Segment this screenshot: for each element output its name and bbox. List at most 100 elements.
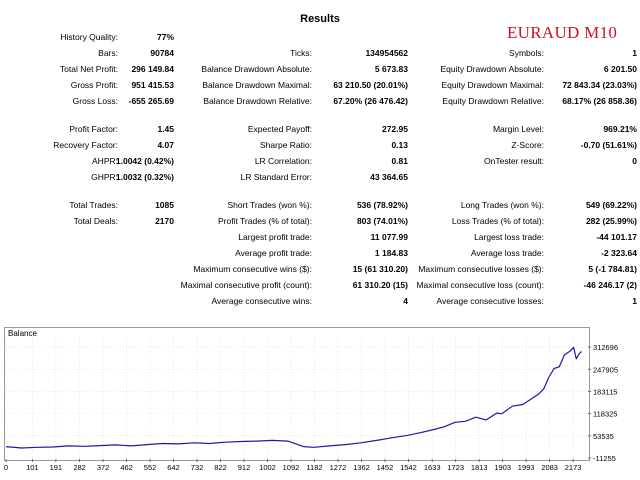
x-tick-label: 1903	[494, 463, 511, 472]
chart-title: Balance	[8, 329, 37, 338]
stat-label: AHPR:	[92, 156, 118, 166]
stat-label: Maximal consecutive profit (count):	[180, 280, 312, 290]
x-tick-label: 1362	[353, 463, 370, 472]
stat-label: OnTester result:	[484, 156, 544, 166]
stat-label: Average loss trade:	[470, 248, 544, 258]
stat-label: Balance Drawdown Absolute:	[201, 64, 312, 74]
x-tick-label: 1633	[424, 463, 441, 472]
stat-value: 282 (25.99%)	[585, 216, 637, 226]
stat-label: Recovery Factor:	[53, 140, 118, 150]
stat-value: 2170	[155, 216, 174, 226]
stat-value: 1085	[155, 200, 174, 210]
stat-label: Largest loss trade:	[474, 232, 544, 242]
x-tick-label: 822	[214, 463, 227, 472]
stat-label: Maximum consecutive losses ($):	[418, 264, 544, 274]
stat-value: 134954562	[365, 48, 408, 58]
stat-label: History Quality:	[60, 32, 118, 42]
stat-label: Total Net Profit:	[59, 64, 118, 74]
stat-label: Ticks:	[290, 48, 312, 58]
stat-label: Average consecutive losses:	[436, 296, 544, 306]
x-tick-label: 732	[191, 463, 204, 472]
y-tick-label: 118325	[593, 410, 617, 419]
x-tick-label: 2173	[565, 463, 582, 472]
stat-value: 0.13	[391, 140, 408, 150]
stat-value: -0.70 (51.61%)	[580, 140, 637, 150]
stat-value: 68.17% (26 858.36)	[562, 96, 637, 106]
stat-label: LR Correlation:	[254, 156, 312, 166]
stat-label: Balance Drawdown Maximal:	[202, 80, 312, 90]
stat-value: 63 210.50 (20.01%)	[333, 80, 408, 90]
symbol-timeframe-label: EURAUD M10	[507, 23, 618, 42]
stat-value: 6 201.50	[603, 64, 637, 74]
stat-value: 15 (61 310.20)	[352, 264, 408, 274]
stat-value: -655 265.69	[128, 96, 174, 106]
stat-label: Bars:	[98, 48, 118, 58]
x-tick-label: 912	[238, 463, 251, 472]
stat-value: 0	[632, 156, 637, 166]
stat-label: Equity Drawdown Relative:	[442, 96, 544, 106]
stat-value: 536 (78.92%)	[356, 200, 408, 210]
stat-value: 549 (69.22%)	[585, 200, 637, 210]
stat-value: 0.81	[391, 156, 408, 166]
stat-value: 5 (-1 784.81)	[588, 264, 637, 274]
x-tick-label: 282	[73, 463, 86, 472]
stat-value: 803 (74.01%)	[356, 216, 408, 226]
stat-value: -2 323.64	[601, 248, 637, 258]
balance-chart-frame	[4, 327, 590, 461]
stat-label: Gross Loss:	[72, 96, 118, 106]
stat-value: 11 077.99	[370, 232, 408, 242]
stat-value: 5 673.83	[374, 64, 408, 74]
stat-value: 1.45	[157, 124, 174, 134]
stat-label: Loss Trades (% of total):	[451, 216, 544, 226]
x-tick-label: 1182	[306, 463, 322, 472]
x-tick-label: 0	[4, 463, 8, 472]
stat-value: 1	[632, 296, 637, 306]
stat-label: Equity Drawdown Maximal:	[441, 80, 544, 90]
y-tick-label: 53535	[593, 432, 614, 441]
stat-value: 90784	[150, 48, 174, 58]
stat-value: 1.0042 (0.42%)	[115, 156, 174, 166]
y-tick-label: -11255	[593, 454, 616, 463]
stat-label: Profit Trades (% of total):	[217, 216, 312, 226]
x-tick-label: 1542	[400, 463, 417, 472]
stat-label: Total Trades:	[69, 200, 118, 210]
x-tick-label: 642	[167, 463, 180, 472]
x-tick-label: 1993	[518, 463, 535, 472]
stat-label: Long Trades (won %):	[460, 200, 544, 210]
stat-label: Balance Drawdown Relative:	[203, 96, 312, 106]
x-tick-label: 1452	[377, 463, 394, 472]
stat-value: 4.07	[157, 140, 174, 150]
x-tick-label: 462	[120, 463, 133, 472]
stat-value: -46 246.17 (2)	[583, 280, 637, 290]
stat-label: Gross Profit:	[70, 80, 118, 90]
stat-value: 969.21%	[603, 124, 637, 134]
stat-value: 296 149.84	[131, 64, 174, 74]
stat-value: 272.95	[382, 124, 408, 134]
stat-label: Average profit trade:	[235, 248, 312, 258]
stat-value: 77%	[156, 32, 174, 42]
stat-label: GHPR:	[91, 172, 118, 182]
stat-value: 61 310.20 (15)	[352, 280, 408, 290]
stat-label: LR Standard Error:	[240, 172, 312, 182]
stat-label: Sharpe Ratio:	[260, 140, 312, 150]
x-tick-label: 191	[50, 463, 63, 472]
stat-label: Z-Score:	[511, 140, 544, 150]
x-tick-label: 1723	[447, 463, 464, 472]
stat-label: Average consecutive wins:	[211, 296, 312, 306]
y-tick-label: 312696	[593, 343, 618, 352]
x-tick-label: 552	[144, 463, 157, 472]
stat-value: 4	[403, 296, 408, 306]
report-title: Results	[300, 13, 340, 25]
stat-label: Margin Level:	[492, 124, 544, 134]
y-tick-label: 247905	[593, 365, 618, 374]
stat-label: Profit Factor:	[69, 124, 118, 134]
stat-label: Equity Drawdown Absolute:	[440, 64, 544, 74]
stat-value: -44 101.17	[596, 232, 637, 242]
stat-label: Symbols:	[509, 48, 544, 58]
y-tick-label: 183115	[593, 387, 617, 396]
stat-label: Maximal consecutive loss (count):	[416, 280, 544, 290]
x-tick-label: 1092	[283, 463, 300, 472]
stat-value: 72 843.34 (23.03%)	[562, 80, 637, 90]
x-tick-label: 101	[26, 463, 39, 472]
